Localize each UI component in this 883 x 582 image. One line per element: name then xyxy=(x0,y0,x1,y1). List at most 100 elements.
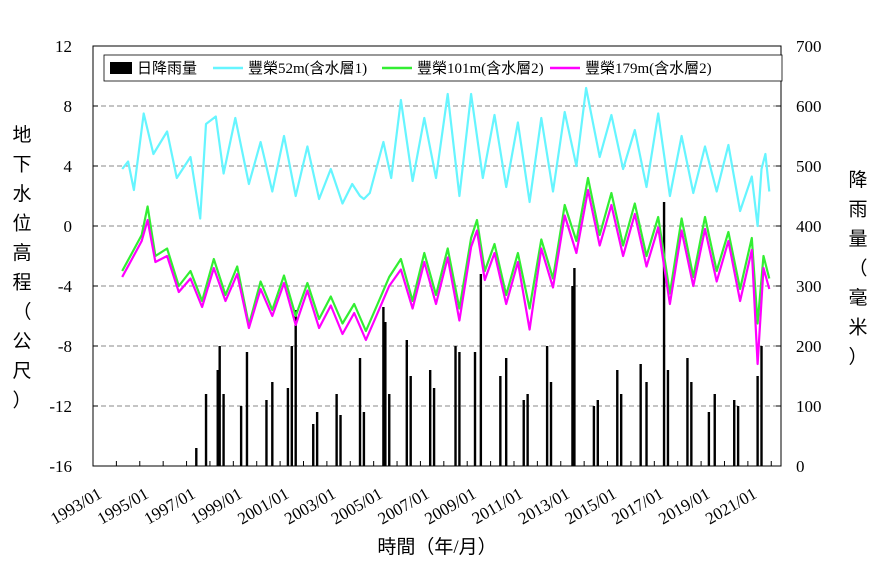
y2-tick-label: 700 xyxy=(796,37,822,56)
rainfall-bar xyxy=(204,394,208,466)
y-axis-title-char: 高 xyxy=(12,242,31,264)
rainfall-bar xyxy=(545,346,549,466)
y2-tick-label: 600 xyxy=(796,97,822,116)
y-axis-title-char: 公 xyxy=(12,332,31,353)
x-tick-label: 1999/01 xyxy=(188,484,246,528)
rainfall-bar xyxy=(358,358,362,466)
y-axis-title-char: （ xyxy=(12,301,31,323)
y2-tick-label: 400 xyxy=(796,217,822,236)
y-axis-title-char: 程 xyxy=(12,272,31,294)
rainfall-bar xyxy=(382,307,385,466)
y-axis-title-char: 下 xyxy=(12,155,31,176)
rainfall-bar xyxy=(666,370,670,466)
rainfall-bar xyxy=(454,346,457,466)
rainfall-bar xyxy=(733,400,736,466)
y-tick-label: -12 xyxy=(49,397,72,416)
rainfall-bar xyxy=(271,382,274,466)
rainfall-bar xyxy=(571,286,574,466)
y2-tick-label: 300 xyxy=(796,277,822,296)
rainfall-bar xyxy=(432,388,436,466)
rainfall-bar xyxy=(549,382,553,466)
y2-axis-title-char: ） xyxy=(848,346,867,368)
rainfall-bar xyxy=(526,394,529,466)
rainfall-bar xyxy=(335,394,338,466)
rainfall-bar xyxy=(218,346,221,466)
y2-tick-label: 500 xyxy=(796,157,822,176)
rainfall-bar xyxy=(195,448,198,466)
rainfall-bar xyxy=(690,382,693,466)
legend: 日降雨量 豐榮52m(含水層1) 豐榮101m(含水層2) 豐榮179m(含水層2) xyxy=(103,54,783,82)
rainfall-bar xyxy=(736,406,740,466)
y2-tick-label: 0 xyxy=(796,457,805,476)
x-tick-label: 1995/01 xyxy=(94,484,152,528)
rainfall-bar xyxy=(245,352,249,466)
y-tick-label: 0 xyxy=(64,217,73,236)
y-axis-title-char: ） xyxy=(12,390,31,412)
y-axis-title-char: 地 xyxy=(12,124,31,146)
rainfall-bar xyxy=(686,358,689,466)
y2-axis-title-char: 毫 xyxy=(848,287,867,309)
rainfall-bar xyxy=(428,370,432,466)
rainfall-bars xyxy=(195,202,763,466)
rainfall-bar xyxy=(473,352,477,466)
series-line xyxy=(121,188,771,366)
x-tick-label: 2013/01 xyxy=(515,484,573,528)
rainfall-bar xyxy=(573,268,576,466)
series-line xyxy=(121,86,771,228)
legend-label: 豐榮179m(含水層2) xyxy=(585,60,712,77)
y2-axis-title-char: 量 xyxy=(848,229,867,250)
rainfall-bar xyxy=(458,352,461,466)
series-line xyxy=(121,176,771,333)
right-axis-title: 降雨量 （ 毫米 ） xyxy=(848,169,867,368)
groundwater-lines xyxy=(121,86,771,366)
x-tick-label: 1993/01 xyxy=(47,484,105,528)
y-axis-title-char: 尺 xyxy=(12,361,31,382)
y2-tick-label: 100 xyxy=(796,397,822,416)
y2-axis-title-char: 雨 xyxy=(848,200,867,221)
y2-axis-title-char: （ xyxy=(848,258,867,280)
legend-box xyxy=(103,54,783,82)
rainfall-bar xyxy=(388,394,391,466)
x-tick-label: 2007/01 xyxy=(375,484,433,528)
legend-label: 豐榮101m(含水層2) xyxy=(417,60,544,77)
x-tick-label: 2015/01 xyxy=(562,484,620,528)
x-tick-label: 2017/01 xyxy=(609,484,667,528)
rainfall-bar xyxy=(596,400,599,466)
rainfall-bar xyxy=(409,376,412,466)
rainfall-bar xyxy=(639,364,642,466)
rainfall-bar xyxy=(756,376,759,466)
legend-label: 日降雨量 xyxy=(137,60,197,77)
y-tick-label: 12 xyxy=(55,37,72,56)
rainfall-bar xyxy=(499,376,502,466)
x-tick-label: 2005/01 xyxy=(328,484,386,528)
rainfall-bar xyxy=(339,415,342,466)
rainfall-bar xyxy=(290,346,293,466)
rainfall-bar xyxy=(384,322,387,466)
rainfall-bar xyxy=(286,388,290,466)
rainfall-bar xyxy=(616,370,619,466)
rainfall-bar xyxy=(707,412,711,466)
x-tick-label: 2011/01 xyxy=(469,484,526,528)
x-tick-label: 1997/01 xyxy=(141,484,199,528)
rainfall-bar xyxy=(315,412,319,466)
rainfall-bar xyxy=(662,202,666,466)
y-axis-title-char: 水 xyxy=(12,183,31,205)
x-tick-label: 2001/01 xyxy=(234,484,292,528)
rainfall-bar xyxy=(592,406,596,466)
x-tick-label: 2009/01 xyxy=(421,484,479,528)
rainfall-bar xyxy=(362,412,366,466)
rainfall-bar xyxy=(713,394,716,466)
rainfall-bar xyxy=(645,382,648,466)
rainfall-bar xyxy=(265,400,268,466)
legend-swatch xyxy=(110,62,132,74)
rainfall-bar xyxy=(222,394,225,466)
y-tick-label: 4 xyxy=(64,157,73,176)
rainfall-bar xyxy=(294,310,297,466)
x-tick-label: 2003/01 xyxy=(281,484,339,528)
plot-frame xyxy=(92,45,782,467)
y2-tick-label: 200 xyxy=(796,337,822,356)
y-tick-label: 8 xyxy=(64,97,73,116)
rainfall-bar xyxy=(504,358,508,466)
